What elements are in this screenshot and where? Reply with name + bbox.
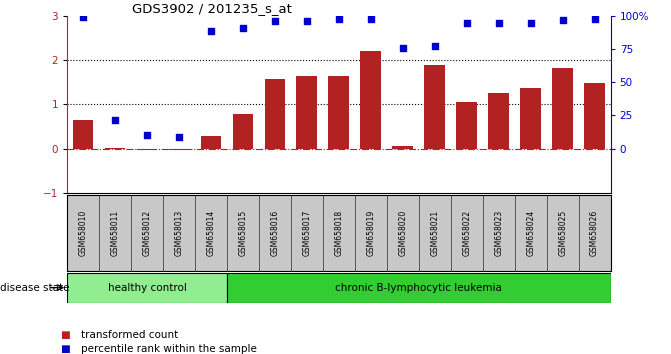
Point — [78, 15, 89, 20]
Bar — [201, 136, 221, 149]
Text: GSM658022: GSM658022 — [462, 210, 471, 256]
Bar — [72, 120, 93, 149]
Bar — [264, 79, 285, 149]
Bar — [227, 273, 611, 303]
Point — [333, 17, 344, 22]
Text: GSM658014: GSM658014 — [207, 210, 215, 256]
Point — [589, 17, 600, 22]
Point — [462, 20, 472, 25]
Text: GSM658010: GSM658010 — [79, 210, 88, 256]
Text: GSM658025: GSM658025 — [558, 210, 567, 256]
Bar — [488, 93, 509, 149]
Bar — [424, 65, 445, 149]
Point — [366, 17, 376, 22]
Bar — [456, 102, 477, 149]
Bar — [297, 76, 317, 149]
Bar — [360, 51, 381, 149]
Point — [558, 18, 568, 23]
Point — [397, 45, 408, 51]
Text: GSM658017: GSM658017 — [303, 210, 311, 256]
Text: chronic B-lymphocytic leukemia: chronic B-lymphocytic leukemia — [336, 282, 502, 293]
Text: GSM658018: GSM658018 — [334, 210, 344, 256]
Bar — [552, 68, 573, 149]
Text: transformed count: transformed count — [81, 330, 178, 339]
Text: percentile rank within the sample: percentile rank within the sample — [81, 344, 256, 354]
Point — [493, 20, 504, 25]
Bar — [233, 114, 254, 149]
Text: GSM658023: GSM658023 — [495, 210, 503, 256]
Point — [525, 20, 536, 25]
Bar — [67, 273, 227, 303]
Text: GSM658011: GSM658011 — [111, 210, 119, 256]
Point — [174, 134, 185, 139]
Text: GSM658015: GSM658015 — [238, 210, 248, 256]
Bar — [105, 148, 125, 149]
Text: GSM658016: GSM658016 — [270, 210, 279, 256]
Bar — [393, 145, 413, 149]
Text: GSM658020: GSM658020 — [399, 210, 407, 256]
Bar — [584, 83, 605, 149]
Point — [205, 28, 216, 33]
Bar — [329, 76, 349, 149]
Bar — [520, 88, 541, 149]
Text: disease state: disease state — [0, 282, 70, 293]
Point — [238, 25, 248, 31]
Text: GSM658024: GSM658024 — [526, 210, 535, 256]
Text: GSM658019: GSM658019 — [366, 210, 375, 256]
Text: GSM658013: GSM658013 — [174, 210, 183, 256]
Point — [301, 18, 312, 24]
Text: healthy control: healthy control — [107, 282, 187, 293]
Point — [429, 43, 440, 49]
Text: GSM658026: GSM658026 — [590, 210, 599, 256]
Text: ■: ■ — [60, 330, 70, 339]
Text: GDS3902 / 201235_s_at: GDS3902 / 201235_s_at — [132, 2, 292, 15]
Text: GSM658021: GSM658021 — [430, 210, 440, 256]
Point — [109, 117, 120, 123]
Point — [270, 18, 280, 24]
Point — [142, 132, 152, 137]
Text: ■: ■ — [60, 344, 70, 354]
Text: GSM658012: GSM658012 — [142, 210, 152, 256]
